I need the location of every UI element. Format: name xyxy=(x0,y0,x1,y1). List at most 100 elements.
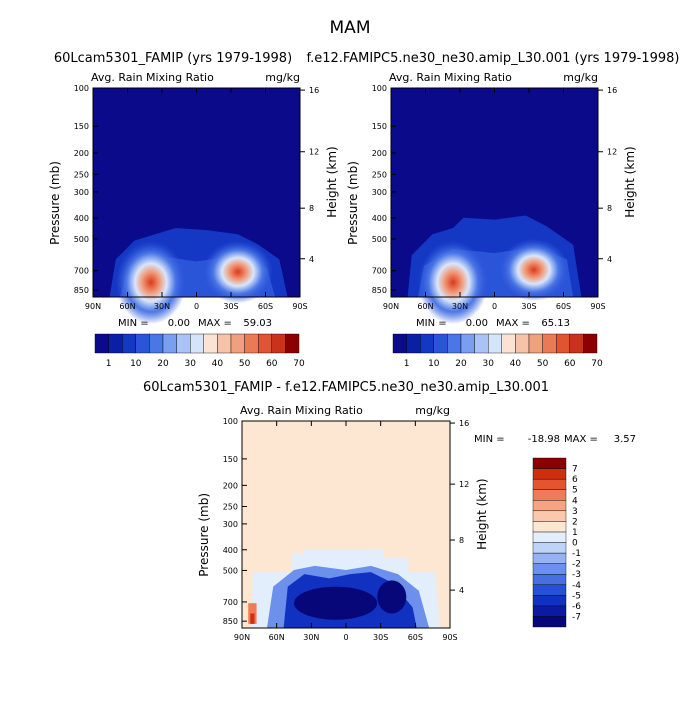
colorbar-box xyxy=(406,333,421,354)
case-title-3: 60Lcam5301_FAMIP - f.e12.FAMIPC5.ne30_ne… xyxy=(143,380,549,395)
y-tick-label: 250 xyxy=(372,170,387,179)
x-tick-label: 0 xyxy=(492,302,497,311)
colorbar-box xyxy=(556,333,571,354)
colorbar-label: 10 xyxy=(428,359,440,369)
colorbar-label: -3 xyxy=(572,570,581,580)
rain-maximum-south xyxy=(202,240,274,304)
colorbar-box xyxy=(189,333,204,354)
y-tick-label: 200 xyxy=(372,149,387,158)
colorbar-label: 50 xyxy=(239,359,251,369)
colorbar-label: 30 xyxy=(184,359,196,369)
colorbar-box xyxy=(433,333,448,354)
colorbar-box xyxy=(515,333,530,354)
y2-tick-label: 12 xyxy=(459,480,469,489)
colorbar-label: 40 xyxy=(510,359,522,369)
y2-tick-label: 8 xyxy=(607,204,612,213)
x-tick-label: 30S xyxy=(373,633,388,642)
x-tick-label: 90S xyxy=(590,302,605,311)
colorbar-label: 40 xyxy=(212,359,224,369)
y-tick-label: 200 xyxy=(74,149,89,158)
colorbar-box xyxy=(447,333,462,354)
colorbar-box xyxy=(501,333,516,354)
colorbar-box xyxy=(285,333,300,354)
y2-tick-label: 8 xyxy=(309,204,314,213)
y-tick-label: 300 xyxy=(372,188,387,197)
colorbar-label: 6 xyxy=(572,475,578,485)
colorbar-box xyxy=(532,478,567,490)
max-value: 65.13 xyxy=(541,318,570,329)
panel-2-field xyxy=(391,88,598,325)
y-axis-label: Pressure (mb) xyxy=(346,161,360,245)
colorbar-box xyxy=(217,333,232,354)
colorbar-box xyxy=(230,333,245,354)
colorbar-box xyxy=(542,333,557,354)
y-tick-label: 500 xyxy=(372,235,387,244)
colorbar-label: 70 xyxy=(591,359,603,369)
y2-axis-label: Height (km) xyxy=(623,146,637,217)
colorbar-box xyxy=(532,542,567,554)
max-label: MAX = xyxy=(564,434,598,445)
colorbar-box xyxy=(532,468,567,480)
x-tick-label: 90S xyxy=(442,633,457,642)
colorbar-box xyxy=(532,510,567,522)
y-tick-label: 150 xyxy=(223,455,238,464)
colorbar-label: 20 xyxy=(157,359,169,369)
y2-tick-label: 4 xyxy=(459,586,464,595)
y2-axis-label: Height (km) xyxy=(325,146,339,217)
panel-1-field xyxy=(93,88,300,325)
y-tick-label: 100 xyxy=(223,417,238,426)
colorbar-box xyxy=(149,333,164,354)
colorbar-box xyxy=(583,333,598,354)
colorbar-box xyxy=(135,333,150,354)
rain-maximum-north xyxy=(417,240,489,325)
colorbar-label: 1 xyxy=(106,359,112,369)
colorbar-box xyxy=(162,333,177,354)
colorbar-box xyxy=(420,333,435,354)
colorbar-label: 3 xyxy=(572,507,578,517)
y2-tick-label: 8 xyxy=(459,536,464,545)
variable-label: Avg. Rain Mixing Ratio xyxy=(389,71,512,84)
colorbar-label: 5 xyxy=(572,486,578,496)
colorbar-box xyxy=(108,333,123,354)
colorbar-label: -6 xyxy=(572,602,581,612)
x-tick-label: 0 xyxy=(343,633,348,642)
x-tick-label: 30N xyxy=(452,302,468,311)
min-label: MIN = xyxy=(416,318,447,329)
x-tick-label: 60S xyxy=(408,633,423,642)
colorbar-box xyxy=(532,595,567,607)
colorbar-box xyxy=(94,333,109,354)
colorbar-box xyxy=(203,333,218,354)
x-tick-label: 90S xyxy=(292,302,307,311)
y2-axis-label: Height (km) xyxy=(475,478,489,549)
max-label: MAX = xyxy=(198,318,232,329)
y-tick-label: 850 xyxy=(223,617,238,626)
colorbar-label: -5 xyxy=(572,591,581,601)
y-tick-label: 300 xyxy=(74,188,89,197)
colorbar-box xyxy=(532,573,567,585)
rain-maximum-south xyxy=(498,238,570,302)
colorbar-box xyxy=(532,616,567,628)
colorbar-label: 20 xyxy=(455,359,467,369)
y-tick-label: 400 xyxy=(372,214,387,223)
y-tick-label: 500 xyxy=(74,235,89,244)
colorbar-label: 30 xyxy=(482,359,494,369)
colorbar-box xyxy=(532,563,567,575)
y-tick-label: 200 xyxy=(223,481,238,490)
units-label: mg/kg xyxy=(415,404,450,417)
y-tick-label: 150 xyxy=(74,122,89,131)
colorbar-label: 2 xyxy=(572,517,578,527)
colorbar-label: 1 xyxy=(404,359,410,369)
colorbar-box xyxy=(488,333,503,354)
x-tick-label: 60N xyxy=(269,633,285,642)
y-tick-label: 700 xyxy=(372,267,387,276)
colorbar-box xyxy=(532,457,567,469)
colorbar-label: 60 xyxy=(564,359,576,369)
colorbar-box xyxy=(532,489,567,501)
colorbar-box xyxy=(532,552,567,564)
colorbar-label: 50 xyxy=(537,359,549,369)
y-tick-label: 700 xyxy=(74,267,89,276)
colorbar-label: 7 xyxy=(572,465,578,475)
colorbar-label: 70 xyxy=(293,359,305,369)
min-label: MIN = xyxy=(118,318,149,329)
colorbar-box xyxy=(121,333,136,354)
